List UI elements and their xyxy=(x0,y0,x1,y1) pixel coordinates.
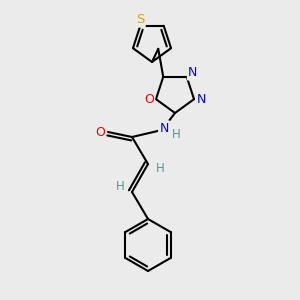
Text: N: N xyxy=(188,66,197,79)
Text: H: H xyxy=(172,128,180,142)
Text: H: H xyxy=(116,181,124,194)
Text: O: O xyxy=(95,125,105,139)
Text: N: N xyxy=(159,122,169,134)
Text: N: N xyxy=(196,93,206,106)
Text: S: S xyxy=(136,13,144,26)
Text: H: H xyxy=(156,163,164,176)
Text: O: O xyxy=(144,93,154,106)
